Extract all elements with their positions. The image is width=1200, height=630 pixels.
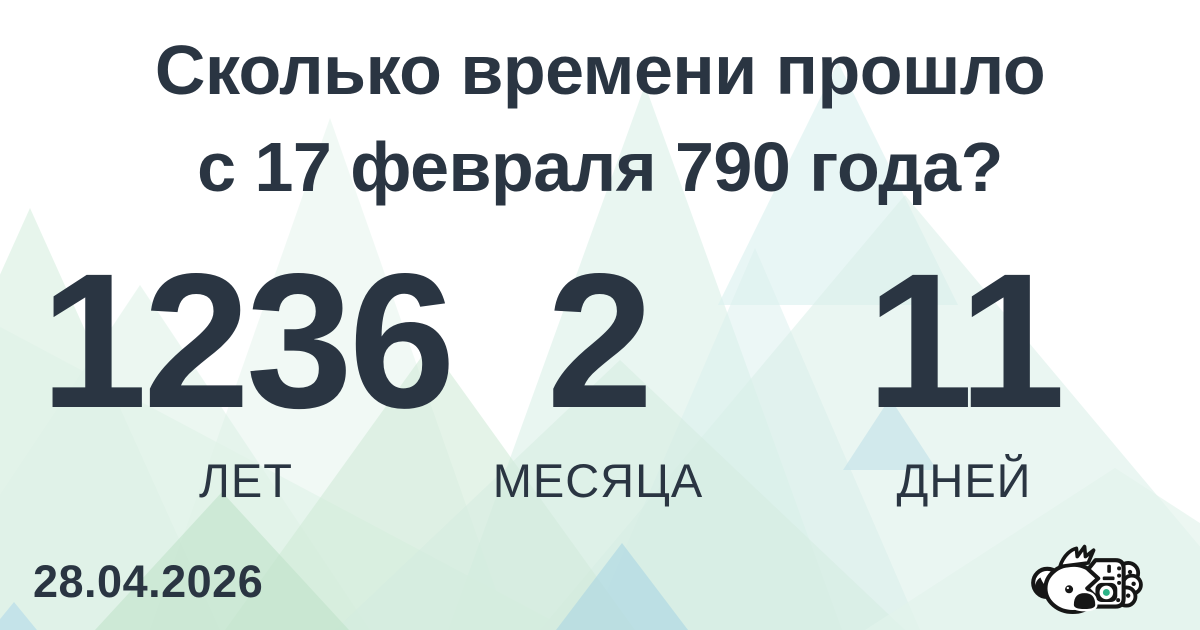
counter-days: 11 ДНЕЙ <box>744 233 1184 508</box>
counter-days-label: ДНЕЙ <box>896 454 1032 507</box>
counter-years: 1236 ЛЕТ <box>0 233 492 508</box>
elapsed-time-counters: 1236 ЛЕТ 2 МЕСЯЦА 11 ДНЕЙ <box>0 245 1200 508</box>
counter-months-label: МЕСЯЦА <box>492 454 704 507</box>
counter-years-value: 1236 <box>40 233 455 448</box>
current-date-text: 28.04.2026 <box>33 556 264 607</box>
page-title-line1: Сколько времени прошло <box>154 31 1046 109</box>
robo-koala-icon <box>1031 544 1143 615</box>
page-title-line2: с 17 февраля 790 года? <box>197 128 1003 206</box>
page-title: Сколько времени прошло с 17 февраля 790 … <box>0 22 1200 216</box>
counter-months-value: 2 <box>546 233 654 448</box>
counter-months: 2 МЕСЯЦА <box>492 233 704 508</box>
counter-years-label: ЛЕТ <box>199 454 293 507</box>
counter-days-value: 11 <box>866 233 1066 448</box>
